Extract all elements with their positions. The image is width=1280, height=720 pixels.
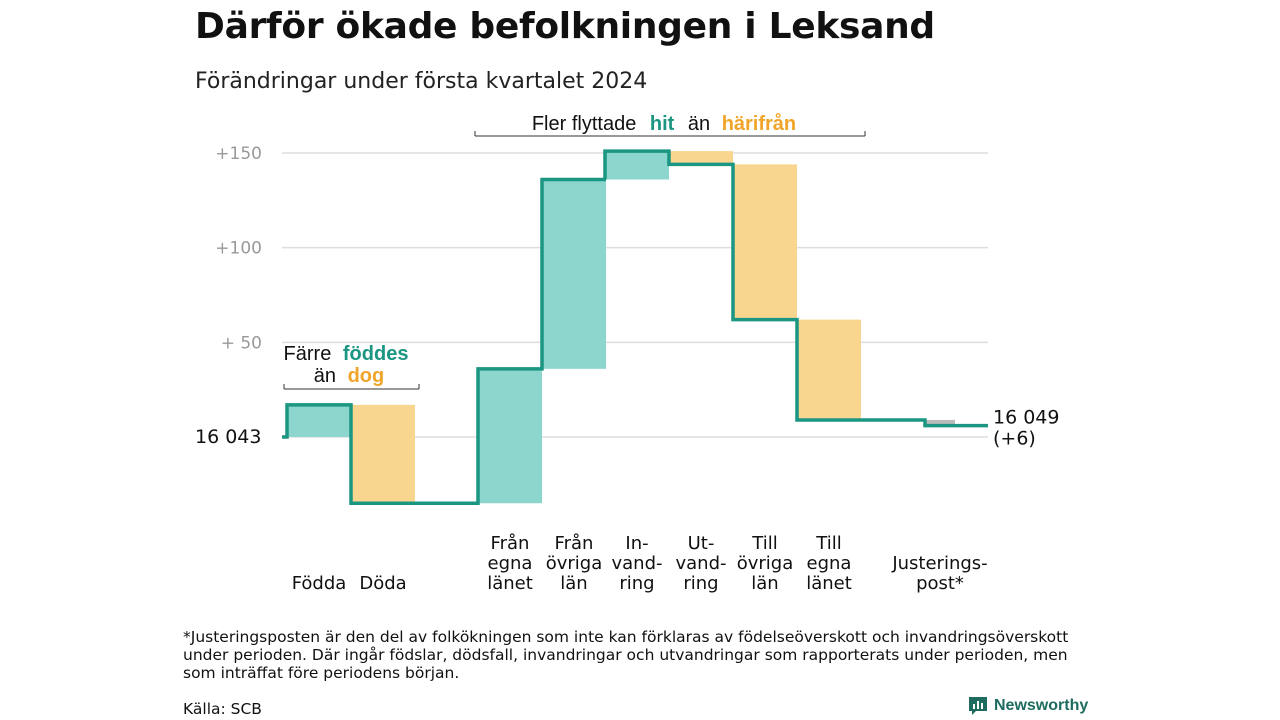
- category-label-line: Födda: [292, 573, 347, 594]
- category-label-line: vand-: [675, 553, 726, 574]
- category-label-line: övriga: [737, 553, 794, 574]
- end-change-label: (+6): [993, 428, 1036, 450]
- waterfall-bar: [797, 319, 861, 420]
- category-label-line: Till: [751, 533, 777, 554]
- category-label-line: länet: [487, 573, 533, 594]
- category-label-line: post*: [916, 573, 964, 594]
- category-label: In-vand-ring: [611, 533, 662, 594]
- newsworthy-logo: Newsworthy: [968, 696, 1088, 716]
- category-label-line: Från: [491, 533, 530, 554]
- newsworthy-logo-icon: [969, 697, 987, 715]
- waterfall-bar: [287, 404, 351, 437]
- y-tick-label: + 50: [221, 333, 262, 353]
- births-annotation-prefix2: än: [314, 365, 336, 387]
- footnote: *Justeringsposten är den del av folkökni…: [183, 628, 1069, 682]
- category-label-line: län: [751, 573, 778, 594]
- migration-annotation-harifran: härifrån: [722, 112, 796, 135]
- chart-title: Därför ökade befolkningen i Leksand: [195, 6, 935, 47]
- category-label-line: ring: [619, 573, 654, 594]
- births-annotation-dog: dog: [348, 365, 385, 387]
- category-label: Från övriga län: [546, 533, 603, 594]
- start-value-label: 16 043: [195, 426, 261, 448]
- chart-subtitle: Förändringar under första kvartalet 2024: [195, 69, 648, 94]
- category-label-line: Ut-: [688, 533, 715, 554]
- source-label: Källa: SCB: [183, 700, 262, 718]
- y-tick-label: +150: [215, 144, 262, 164]
- waterfall-bar: [542, 179, 606, 369]
- category-label-line: ring: [683, 573, 718, 594]
- migration-annotation-prefix: Fler flyttade: [532, 113, 636, 135]
- category-label-line: Döda: [359, 573, 406, 594]
- y-tick-label: +100: [215, 239, 262, 259]
- category-label: Till egna länet: [806, 533, 852, 594]
- births-annotation-foddes: föddes: [343, 343, 409, 365]
- waterfall-bar: [605, 151, 669, 180]
- category-label: Till övriga län: [737, 533, 794, 594]
- category-label: Justerings-post*: [891, 553, 987, 594]
- births-annotation-prefix1: Färre: [284, 343, 332, 365]
- category-label: Döda: [359, 573, 406, 594]
- waterfall-chart: +150 +100 + 50 16 043 16 049(+6) Födda Döda Frå…: [195, 112, 1059, 594]
- category-label-line: vand-: [611, 553, 662, 574]
- migration-annotation: Fler flyttade hit än härifrån: [532, 112, 796, 135]
- category-label-line: egna: [488, 553, 533, 574]
- births-annotation-line2: än dog: [314, 365, 384, 387]
- category-label-line: Till: [815, 533, 841, 554]
- category-label-line: Justerings-: [891, 553, 987, 574]
- newsworthy-logo-text: Newsworthy: [994, 697, 1089, 714]
- category-label-line: länet: [806, 573, 852, 594]
- category-label: Födda: [292, 573, 347, 594]
- migration-annotation-hit: hit: [650, 113, 675, 135]
- end-value-label: 16 049: [993, 407, 1059, 429]
- category-label: Från egna länet: [487, 533, 533, 594]
- cumulative-step-line: [282, 149, 988, 506]
- waterfall-bar: [351, 404, 415, 504]
- waterfall-bar: [669, 151, 733, 165]
- category-label-line: övriga: [546, 553, 603, 574]
- waterfall-bar: [478, 368, 542, 504]
- category-label-line: Från: [555, 533, 594, 554]
- category-label-line: In-: [625, 533, 648, 554]
- migration-annotation-middle: än: [688, 113, 710, 135]
- category-label-line: län: [560, 573, 587, 594]
- category-label: Ut-vand-ring: [675, 533, 726, 594]
- births-annotation-line1: Färre föddes: [284, 343, 409, 365]
- waterfall-bar: [733, 164, 797, 320]
- category-label-line: egna: [807, 553, 852, 574]
- waterfall-bar: [925, 419, 955, 426]
